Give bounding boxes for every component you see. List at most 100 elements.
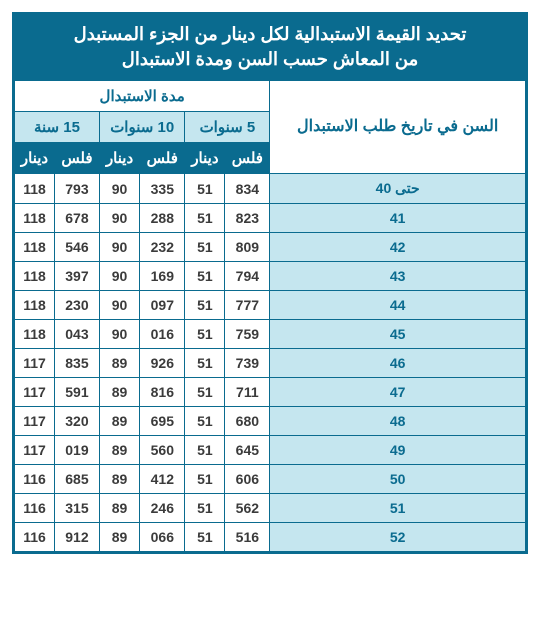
- cell-5-dinar: 51: [185, 465, 225, 494]
- cell-5-dinar: 51: [185, 174, 225, 204]
- table-row: 418235128890678118: [15, 204, 526, 233]
- cell-10-dinar: 89: [99, 378, 139, 407]
- cell-10-dinar: 89: [99, 465, 139, 494]
- cell-5-fils: 606: [225, 465, 270, 494]
- header-duration: مدة الاستبدال: [15, 81, 270, 112]
- table-row: حتى 408345133590793118: [15, 174, 526, 204]
- cell-5-fils: 759: [225, 320, 270, 349]
- cell-10-fils: 816: [140, 378, 185, 407]
- cell-age: 43: [270, 262, 526, 291]
- header-row-1: السن في تاريخ طلب الاستبدال مدة الاستبدا…: [15, 81, 526, 112]
- cell-15-fils: 315: [54, 494, 99, 523]
- table-row: 525165106689912116: [15, 523, 526, 552]
- cell-age: 45: [270, 320, 526, 349]
- cell-10-fils: 232: [140, 233, 185, 262]
- cell-15-fils: 546: [54, 233, 99, 262]
- cell-5-fils: 809: [225, 233, 270, 262]
- cell-15-dinar: 118: [15, 262, 55, 291]
- header-age: السن في تاريخ طلب الاستبدال: [270, 81, 526, 174]
- cell-15-dinar: 118: [15, 233, 55, 262]
- pension-table: السن في تاريخ طلب الاستبدال مدة الاستبدا…: [14, 80, 526, 552]
- cell-15-dinar: 117: [15, 407, 55, 436]
- cell-5-dinar: 51: [185, 233, 225, 262]
- cell-15-dinar: 118: [15, 291, 55, 320]
- table-row: 457595101690043118: [15, 320, 526, 349]
- cell-15-fils: 685: [54, 465, 99, 494]
- cell-10-dinar: 90: [99, 174, 139, 204]
- cell-15-fils: 678: [54, 204, 99, 233]
- cell-5-dinar: 51: [185, 320, 225, 349]
- cell-15-dinar: 118: [15, 174, 55, 204]
- cell-10-fils: 169: [140, 262, 185, 291]
- cell-15-fils: 835: [54, 349, 99, 378]
- cell-5-fils: 562: [225, 494, 270, 523]
- cell-10-fils: 288: [140, 204, 185, 233]
- cell-5-fils: 834: [225, 174, 270, 204]
- table-row: 496455156089019117: [15, 436, 526, 465]
- cell-age: 41: [270, 204, 526, 233]
- cell-5-fils: 516: [225, 523, 270, 552]
- table-title: تحديد القيمة الاستبدالية لكل دينار من ال…: [14, 14, 526, 80]
- cell-10-fils: 335: [140, 174, 185, 204]
- cell-10-dinar: 90: [99, 291, 139, 320]
- cell-age: 51: [270, 494, 526, 523]
- cell-15-dinar: 116: [15, 494, 55, 523]
- cell-age: حتى 40: [270, 174, 526, 204]
- table-row: 467395192689835117: [15, 349, 526, 378]
- title-line-2: من المعاش حسب السن ومدة الاستبدال: [122, 49, 418, 69]
- table-row: 506065141289685116: [15, 465, 526, 494]
- cell-5-fils: 645: [225, 436, 270, 465]
- cell-age: 44: [270, 291, 526, 320]
- cell-age: 50: [270, 465, 526, 494]
- cell-10-fils: 066: [140, 523, 185, 552]
- cell-10-dinar: 90: [99, 204, 139, 233]
- cell-15-dinar: 118: [15, 204, 55, 233]
- table-row: 477115181689591117: [15, 378, 526, 407]
- cell-10-fils: 560: [140, 436, 185, 465]
- cell-10-dinar: 90: [99, 320, 139, 349]
- cell-5-dinar: 51: [185, 494, 225, 523]
- cell-age: 47: [270, 378, 526, 407]
- cell-15-fils: 397: [54, 262, 99, 291]
- cell-10-fils: 926: [140, 349, 185, 378]
- cell-10-fils: 695: [140, 407, 185, 436]
- cell-age: 46: [270, 349, 526, 378]
- cell-5-fils: 823: [225, 204, 270, 233]
- cell-5-dinar: 51: [185, 204, 225, 233]
- header-period-10: 10 سنوات: [99, 112, 185, 143]
- cell-5-dinar: 51: [185, 262, 225, 291]
- cell-10-dinar: 90: [99, 262, 139, 291]
- cell-10-fils: 246: [140, 494, 185, 523]
- cell-15-fils: 230: [54, 291, 99, 320]
- cell-10-dinar: 89: [99, 407, 139, 436]
- cell-5-fils: 739: [225, 349, 270, 378]
- header-unit-dinar: دينار: [99, 143, 139, 174]
- cell-15-fils: 793: [54, 174, 99, 204]
- cell-15-fils: 320: [54, 407, 99, 436]
- cell-15-dinar: 116: [15, 465, 55, 494]
- cell-10-dinar: 89: [99, 436, 139, 465]
- cell-5-dinar: 51: [185, 436, 225, 465]
- cell-5-fils: 777: [225, 291, 270, 320]
- table-body: حتى 408345133590793118418235128890678118…: [15, 174, 526, 552]
- title-line-1: تحديد القيمة الاستبدالية لكل دينار من ال…: [74, 24, 467, 44]
- cell-15-dinar: 116: [15, 523, 55, 552]
- cell-10-fils: 016: [140, 320, 185, 349]
- cell-age: 49: [270, 436, 526, 465]
- cell-5-fils: 794: [225, 262, 270, 291]
- cell-5-dinar: 51: [185, 291, 225, 320]
- cell-age: 48: [270, 407, 526, 436]
- cell-15-dinar: 118: [15, 320, 55, 349]
- cell-10-fils: 412: [140, 465, 185, 494]
- cell-age: 52: [270, 523, 526, 552]
- cell-15-fils: 591: [54, 378, 99, 407]
- header-period-5: 5 سنوات: [185, 112, 270, 143]
- header-unit-fils: فلس: [225, 143, 270, 174]
- table-row: 428095123290546118: [15, 233, 526, 262]
- cell-15-dinar: 117: [15, 349, 55, 378]
- cell-10-dinar: 89: [99, 494, 139, 523]
- cell-15-fils: 912: [54, 523, 99, 552]
- header-unit-dinar: دينار: [185, 143, 225, 174]
- cell-5-fils: 711: [225, 378, 270, 407]
- cell-5-dinar: 51: [185, 407, 225, 436]
